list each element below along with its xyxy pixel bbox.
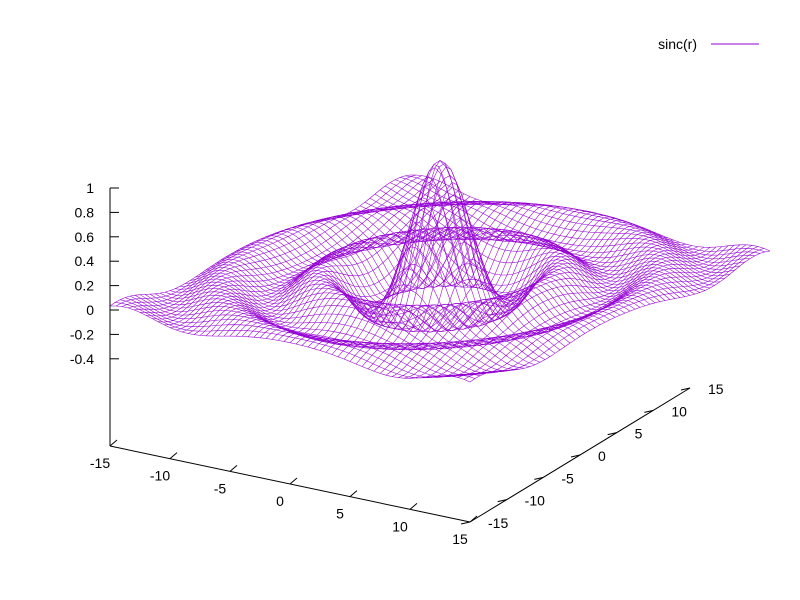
mesh-line-x — [151, 187, 453, 320]
mesh-line-y — [110, 305, 471, 383]
y-tick-label: 0 — [598, 448, 606, 464]
z-tick-label: -0.4 — [70, 351, 94, 367]
x-tick — [229, 464, 238, 472]
mesh-line-y — [219, 256, 581, 338]
mesh-line-y — [214, 259, 576, 341]
mesh-line-y — [304, 219, 666, 301]
mesh-line-y — [264, 162, 626, 320]
mesh-line-x — [385, 241, 687, 376]
mesh-line-y — [399, 177, 761, 256]
mesh-line-y — [139, 294, 501, 375]
mesh-line-y — [174, 281, 536, 365]
mesh-line-y — [239, 235, 601, 331]
z-tick-label: 0.2 — [75, 278, 95, 294]
y-tick — [644, 409, 654, 413]
mesh-line-y — [229, 251, 591, 334]
x-tick-label: 15 — [452, 531, 468, 547]
mesh-line-y — [334, 210, 696, 295]
mesh-line-y — [149, 293, 511, 373]
axes: -0.4 -0.2 0 0.2 0.4 0.6 0.8 1 -15 -10 -5 0 5 10 15 -15 -… — [70, 180, 724, 547]
z-tick-label: -0.2 — [70, 326, 94, 342]
mesh-line-y — [154, 293, 516, 371]
mesh-line-y — [364, 201, 726, 280]
y-tick-label: -10 — [525, 493, 545, 509]
mesh-line-y — [169, 284, 531, 367]
mesh-line-y — [379, 189, 741, 270]
y-tick-label: 5 — [635, 426, 643, 442]
mesh-line-y — [234, 249, 596, 332]
mesh-line-y — [354, 205, 716, 286]
mesh-line-x — [373, 236, 675, 372]
z-tick-label: 0 — [86, 302, 94, 318]
mesh-line-y — [339, 208, 701, 293]
mesh-line-y — [314, 216, 676, 299]
mesh-line-y — [189, 272, 551, 357]
x-tick — [349, 490, 358, 498]
y-tick-label: -5 — [561, 470, 574, 486]
mesh-line-y — [324, 213, 686, 297]
mesh-line-y — [274, 194, 636, 315]
x-tick — [109, 439, 118, 447]
mesh-line-y — [289, 225, 651, 308]
mesh-line-x — [223, 201, 525, 337]
mesh-line-x — [283, 163, 585, 342]
mesh-line-x — [403, 246, 705, 379]
mesh-line-y — [114, 302, 476, 379]
x-tick — [289, 477, 298, 485]
x-tick-label: -10 — [150, 468, 170, 484]
z-tick-label: 1 — [86, 180, 94, 196]
mesh-line-y — [254, 167, 616, 324]
x-tick-label: -5 — [214, 480, 227, 496]
z-tick-label: 0.4 — [75, 253, 95, 269]
mesh-line-y — [134, 294, 496, 376]
z-tick-label: 0.6 — [75, 229, 95, 245]
mesh-line-y — [294, 223, 656, 306]
mesh-line-y — [349, 206, 711, 289]
z-tick-label: 0.8 — [75, 204, 95, 220]
surface-mesh — [109, 160, 771, 383]
x-tick-label: 0 — [276, 493, 284, 509]
legend-label: sinc(r) — [658, 36, 697, 52]
x-tick-label: -15 — [90, 455, 110, 471]
mesh-line-y — [389, 182, 751, 263]
mesh-line-y — [410, 174, 771, 252]
y-tick — [534, 476, 544, 480]
mesh-line-y — [249, 183, 611, 327]
y-tick — [570, 454, 581, 458]
x-tick — [169, 452, 178, 460]
mesh-line-y — [224, 253, 586, 336]
mesh-line-y — [309, 218, 671, 300]
mesh-line-y — [404, 175, 766, 253]
y-tick — [680, 387, 691, 391]
y-tick-label: 10 — [671, 403, 687, 419]
legend: sinc(r) — [658, 36, 759, 52]
y-tick-label: 15 — [708, 381, 724, 397]
mesh-line-y — [159, 291, 521, 370]
y-tick — [607, 432, 617, 436]
y-tick — [497, 499, 507, 503]
mesh-line-y — [279, 217, 641, 313]
mesh-line-y — [199, 267, 561, 351]
mesh-line-y — [144, 294, 506, 374]
y-tick — [460, 521, 471, 525]
mesh-line-x — [139, 181, 441, 313]
mesh-line-y — [344, 207, 706, 291]
x-tick — [409, 502, 418, 510]
mesh-line-y — [374, 193, 736, 273]
x-tick-label: 10 — [392, 518, 408, 534]
x-tick — [469, 515, 478, 523]
x-tick-label: 5 — [336, 506, 344, 522]
y-tick-label: -15 — [488, 515, 508, 531]
mesh-line-y — [394, 179, 756, 260]
mesh-line-y — [319, 214, 681, 298]
mesh-line-y — [129, 295, 491, 377]
mesh-line-y — [284, 227, 646, 311]
mesh-line-y — [269, 175, 631, 318]
mesh-line-y — [384, 185, 746, 267]
